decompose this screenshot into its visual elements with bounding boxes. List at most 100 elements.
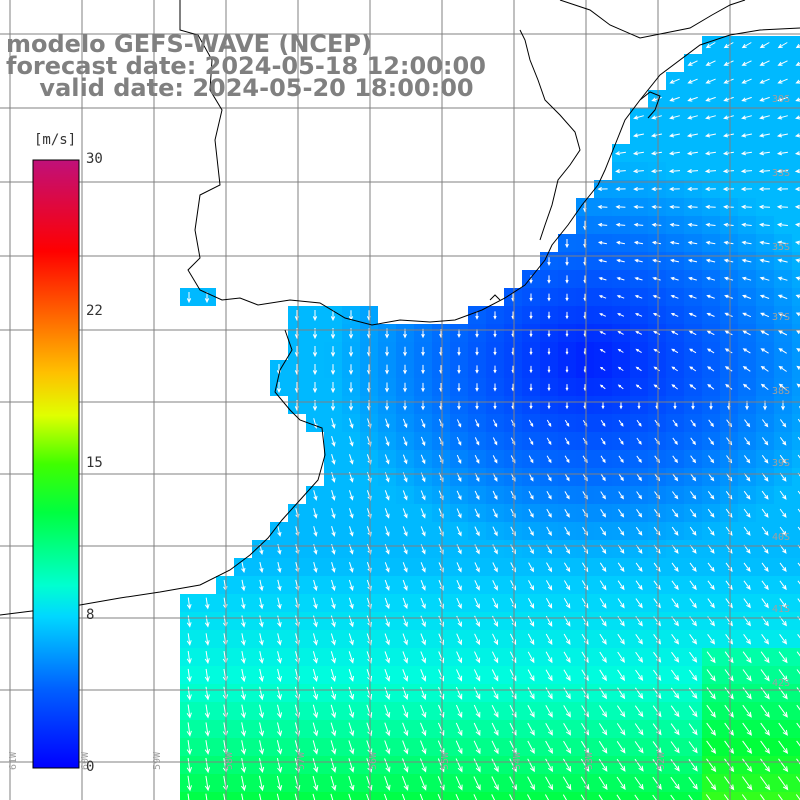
wind-arrow xyxy=(204,757,210,774)
wind-arrow xyxy=(491,776,499,791)
wind-arrow xyxy=(705,794,711,800)
wind-arrow xyxy=(671,348,679,354)
wind-arrow xyxy=(690,419,696,428)
wind-arrow xyxy=(724,312,733,318)
wind-arrow xyxy=(529,293,533,302)
wind-arrow xyxy=(670,313,679,317)
wind-arrow xyxy=(438,687,445,700)
wind-arrow xyxy=(759,222,770,227)
wind-arrow xyxy=(723,276,734,281)
wind-arrow xyxy=(545,740,553,755)
wind-arrow xyxy=(634,794,639,800)
wind-arrow xyxy=(777,794,783,800)
wind-cell xyxy=(342,792,360,800)
wind-arrow xyxy=(330,722,337,737)
wind-arrow xyxy=(618,509,625,518)
wind-arrow xyxy=(348,704,355,719)
wind-arrow xyxy=(759,240,770,245)
wind-arrow xyxy=(546,526,552,537)
wind-arrow xyxy=(795,312,800,317)
wind-arrow xyxy=(759,60,770,66)
wind-arrow xyxy=(474,419,480,428)
wind-arrow xyxy=(725,383,733,390)
wind-arrow xyxy=(634,313,643,317)
wind-arrow xyxy=(689,634,698,645)
wind-arrow xyxy=(706,722,716,736)
wind-arrow xyxy=(331,418,336,429)
wind-arrow xyxy=(527,794,532,800)
wind-arrow xyxy=(742,740,753,755)
wind-arrow xyxy=(348,579,354,592)
wind-arrow xyxy=(742,348,751,354)
wind-arrow xyxy=(598,758,608,772)
wind-arrow xyxy=(241,793,244,800)
wind-arrow xyxy=(456,597,462,609)
wind-arrow xyxy=(742,383,751,390)
wind-arrow xyxy=(794,222,800,228)
wind-arrow xyxy=(473,704,481,718)
wind-arrow xyxy=(384,490,390,501)
wind-arrow xyxy=(706,704,716,718)
wind-arrow xyxy=(473,687,481,700)
wind-arrow xyxy=(276,757,283,774)
wind-arrow xyxy=(529,329,533,338)
wind-arrow xyxy=(689,491,697,500)
wind-arrow xyxy=(760,758,771,773)
coastline-bay xyxy=(489,91,661,301)
wind-arrow xyxy=(240,597,246,610)
wind-arrow xyxy=(401,793,406,800)
wind-cell xyxy=(792,432,800,450)
wind-arrow xyxy=(277,579,282,592)
wind-arrow xyxy=(259,633,264,646)
wind-arrow xyxy=(708,419,714,428)
wind-arrow xyxy=(704,133,716,138)
wind-arrow xyxy=(259,775,265,792)
wind-arrow xyxy=(722,151,734,156)
wind-arrow xyxy=(402,454,408,465)
wind-arrow xyxy=(691,401,695,410)
wind-arrow xyxy=(778,383,787,391)
wind-arrow xyxy=(186,615,192,628)
wind-arrow xyxy=(778,330,788,336)
wind-arrow xyxy=(670,741,680,754)
wind-arrow xyxy=(688,794,693,800)
wind-arrow xyxy=(313,490,318,501)
wind-arrow xyxy=(493,383,497,392)
wind-arrow xyxy=(650,133,662,138)
wind-arrow xyxy=(741,258,752,263)
wind-arrow xyxy=(547,275,551,284)
wind-arrow xyxy=(708,437,715,446)
wind-arrow xyxy=(669,204,680,209)
wind-arrow xyxy=(777,312,788,318)
wind-arrow xyxy=(687,240,698,245)
wind-arrow xyxy=(475,401,479,410)
wind-arrow xyxy=(632,168,644,174)
wind-arrow xyxy=(635,669,644,681)
wind-arrow xyxy=(776,186,789,192)
wind-arrow xyxy=(599,313,607,317)
wind-arrow xyxy=(312,793,316,800)
wind-arrow xyxy=(563,669,571,682)
wind-arrow xyxy=(598,723,608,736)
longitude-label: 53W xyxy=(584,751,595,770)
wind-arrow xyxy=(707,508,715,518)
wind-arrow xyxy=(794,168,800,174)
wind-arrow xyxy=(797,454,800,459)
wind-arrow xyxy=(741,776,753,791)
wind-arrow xyxy=(758,133,770,138)
wind-arrow xyxy=(742,669,752,682)
wind-arrow xyxy=(651,204,662,209)
wind-arrow xyxy=(760,722,770,736)
wind-arrow xyxy=(705,222,716,227)
wind-arrow xyxy=(276,704,283,719)
wind-arrow xyxy=(277,561,282,574)
wind-arrow xyxy=(456,526,462,537)
wind-arrow xyxy=(259,740,265,755)
wind-arrow xyxy=(330,686,337,701)
wind-arrow xyxy=(636,455,642,464)
wind-arrow xyxy=(187,793,190,800)
wind-arrow xyxy=(616,723,626,736)
wind-arrow xyxy=(473,722,481,737)
wind-arrow xyxy=(636,419,642,427)
longitude-labels: 61W 60W 59W 58W 57W 56W 55W 54W 53W 52W xyxy=(8,751,667,770)
